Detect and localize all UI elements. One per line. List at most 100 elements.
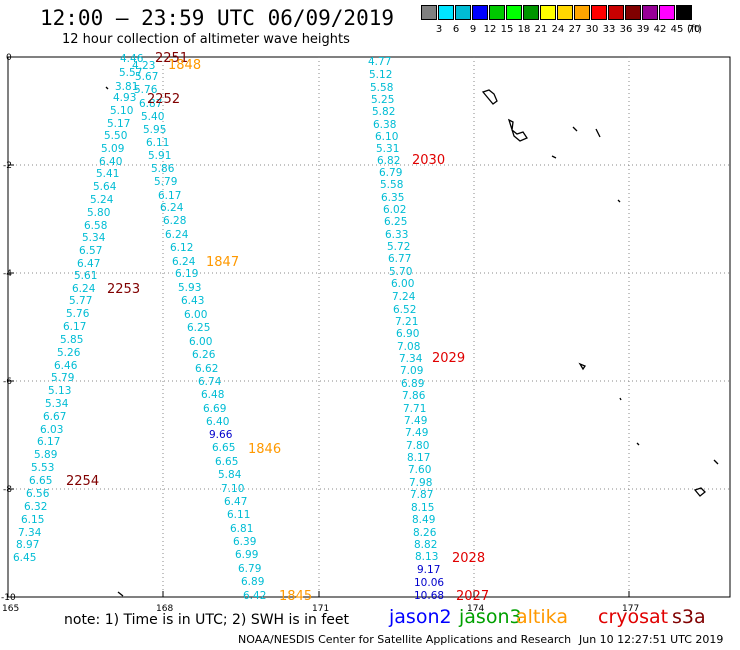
x-tick-165: 165 [2,604,19,614]
legend-swatch-13 [642,5,658,20]
track2-high-value: 10.06 [414,577,444,589]
track2-value: 6.35 [381,192,404,204]
x-tick-177: 177 [622,604,639,614]
track2-value: 7.49 [404,415,427,427]
track1-value: 5.26 [57,347,81,359]
track1-value: 5.67 [135,71,158,83]
track1-value: 5.61 [74,270,97,282]
track2-value: 5.31 [376,143,399,155]
track2-value: 5.25 [371,94,394,106]
track1-high-value: 9.66 [209,429,233,441]
track2-value: 6.90 [396,328,419,340]
track1-value: 6.57 [79,245,102,257]
track1-value: 6.24 [160,202,184,214]
track2-value: 6.38 [373,119,396,131]
legend-label-33: 33 [602,24,616,35]
track1-value: 6.32 [24,501,47,513]
legend-label-21: 21 [534,24,548,35]
track2-value: 8.15 [411,502,434,514]
track1-value: 6.67 [43,411,66,423]
track1-value: 4.46 [120,53,144,65]
track2-value: 7.87 [410,489,433,501]
track2-value: 6.52 [393,304,416,316]
legend-swatch-10 [591,5,607,20]
track1-value: 6.56 [26,488,50,500]
tick-marks [8,164,630,597]
track1-value: 5.13 [48,385,71,397]
track2-value: 7.34 [399,353,423,365]
track1-value: 6.65 [29,475,52,487]
track1-value: 6.17 [37,436,60,448]
track2-value: 7.86 [402,390,426,402]
track1-value: 6.24 [172,256,196,268]
track1-value: 5.57 [119,67,142,79]
legend-swatch-7 [540,5,556,20]
track1-value: 6.03 [40,424,63,436]
legend-label-70: 70 [687,24,701,35]
track1-value: 6.79 [238,563,261,575]
track2-value: 6.33 [385,229,408,241]
track1-value: 6.43 [181,295,204,307]
track2-value: 6.89 [401,378,424,390]
pass-time-label: 2253 [107,282,140,297]
track2-value: 8.13 [415,551,438,563]
track1-value: 6.00 [184,309,207,321]
pass-time-label: 1848 [168,58,201,73]
track2-value: 8.17 [407,452,430,464]
track1-value: 7.34 [18,527,42,539]
track1-value: 6.24 [165,229,189,241]
track1-value: 6.47 [224,496,247,508]
track2-value: 7.24 [392,291,416,303]
track1-value: 6.89 [241,576,264,588]
pass-time-label: 1847 [206,255,239,270]
generated-timestamp: Jun 10 12:27:51 UTC 2019 [579,633,724,646]
legend-label-12: 12 [483,24,497,35]
track2-value: 7.98 [409,477,432,489]
satellite-jason3: jason3 [459,606,522,628]
track2-value: 6.79 [379,167,402,179]
legend-swatch-4 [489,5,505,20]
legend-label-36: 36 [619,24,633,35]
pass-time-label: 2251 [155,51,188,66]
pass-time-label: 2029 [432,351,465,366]
track2-value: 7.49 [405,427,428,439]
track2-value: 5.58 [380,179,403,191]
track2-value: 6.10 [375,131,398,143]
track1-value: 6.45 [13,552,36,564]
legend-swatch-14 [659,5,675,20]
track1-value: 6.69 [203,403,226,415]
track1-value: 5.79 [51,372,74,384]
track1-value: 5.53 [31,462,54,474]
track1-value: 6.40 [99,156,122,168]
track1-value: 5.64 [93,181,117,193]
pass-time-label: 1846 [248,442,281,457]
track1-value: 5.80 [87,207,110,219]
track1-value: 5.76 [134,84,158,96]
map-frame [7,56,731,598]
track2-value: 4.77 [368,56,391,68]
legend-label-6: 6 [452,24,460,35]
track1-value: 3.81 [115,81,138,93]
legend-swatch-8 [557,5,573,20]
legend-label-45: 45 [670,24,684,35]
track1-value: 6.00 [189,336,212,348]
track2-high-value: 9.17 [417,564,440,576]
track2-value: 6.00 [391,278,414,290]
track2-value: 6.77 [388,253,411,265]
track2-value: 5.12 [369,69,392,81]
track1-value: 5.17 [107,118,130,130]
track1-value: 5.41 [96,168,119,180]
track1-value: 5.10 [110,105,133,117]
track1-value: 5.93 [178,282,201,294]
track1-value: 6.39 [233,536,256,548]
track1-value: 6.58 [84,220,107,232]
track2-value: 8.26 [413,527,437,539]
pass-time-label: 2027 [456,589,489,604]
track1-value: 6.40 [206,416,229,428]
legend-swatch-12 [625,5,641,20]
pass-time-label: 2030 [412,153,445,168]
track1-value: 8.97 [16,539,39,551]
track1-value: 6.81 [230,523,253,535]
track1-value: 6.15 [21,514,44,526]
track1-value: 6.99 [235,549,258,561]
